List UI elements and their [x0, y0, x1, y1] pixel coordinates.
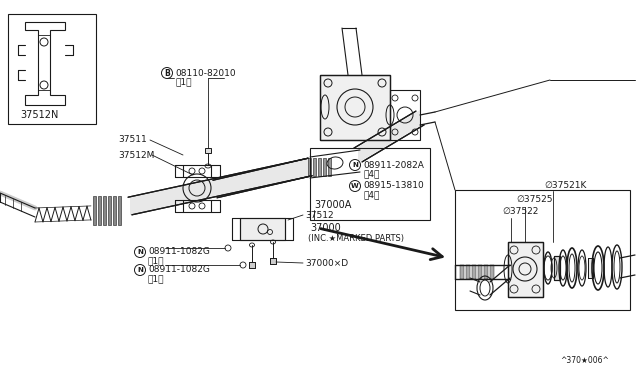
Bar: [108, 196, 111, 225]
Text: （1）: （1）: [148, 275, 164, 283]
Bar: [460, 265, 464, 279]
Bar: [183, 200, 211, 212]
Text: ∅37522: ∅37522: [502, 208, 538, 217]
Bar: [554, 256, 560, 280]
Bar: [313, 158, 316, 176]
Bar: [8, 14, 96, 124]
Text: （4）: （4）: [363, 170, 380, 179]
Text: 37000A: 37000A: [314, 200, 351, 210]
Text: N: N: [137, 267, 143, 273]
Polygon shape: [130, 158, 310, 215]
Text: 08915-13810: 08915-13810: [363, 182, 424, 190]
Bar: [328, 158, 331, 176]
Text: 08911-1082G: 08911-1082G: [148, 266, 210, 275]
Bar: [93, 196, 96, 225]
Bar: [390, 90, 420, 140]
Bar: [478, 265, 482, 279]
Bar: [98, 196, 101, 225]
Text: 08911-1082G: 08911-1082G: [148, 247, 210, 257]
Text: 37000×D: 37000×D: [305, 259, 348, 267]
Bar: [466, 265, 470, 279]
Bar: [320, 75, 390, 140]
Text: 37511: 37511: [118, 135, 147, 144]
Text: ∅37525: ∅37525: [516, 196, 552, 205]
Bar: [508, 242, 543, 297]
Bar: [118, 196, 121, 225]
Bar: [484, 265, 488, 279]
Text: 08911-2082A: 08911-2082A: [363, 160, 424, 170]
Bar: [455, 190, 630, 310]
Bar: [310, 148, 430, 220]
Bar: [320, 75, 390, 140]
Text: B: B: [164, 68, 170, 77]
Bar: [318, 158, 321, 176]
Bar: [508, 242, 543, 297]
Bar: [308, 158, 311, 176]
Text: W: W: [351, 183, 359, 189]
Bar: [472, 265, 476, 279]
Text: 37512M: 37512M: [118, 151, 154, 160]
Text: （4）: （4）: [363, 190, 380, 199]
Bar: [249, 262, 255, 268]
Bar: [113, 196, 116, 225]
Text: （1）: （1）: [148, 257, 164, 266]
Text: N: N: [352, 162, 358, 168]
Bar: [205, 148, 211, 153]
Bar: [240, 218, 285, 240]
Text: 37512: 37512: [305, 211, 333, 219]
Bar: [554, 256, 560, 280]
Polygon shape: [215, 158, 310, 198]
Text: (INC.★MARKED PARTS): (INC.★MARKED PARTS): [308, 234, 404, 243]
Text: N: N: [137, 249, 143, 255]
Bar: [270, 258, 276, 264]
Text: 37000: 37000: [310, 223, 340, 233]
Bar: [270, 258, 276, 264]
Text: 37512N: 37512N: [20, 110, 58, 120]
Bar: [323, 158, 326, 176]
Bar: [103, 196, 106, 225]
Bar: [588, 258, 593, 278]
Text: ∅37521K: ∅37521K: [544, 180, 586, 189]
Bar: [183, 165, 211, 177]
Text: ^370★006^: ^370★006^: [560, 356, 609, 365]
Bar: [249, 262, 255, 268]
Polygon shape: [358, 110, 420, 163]
Text: （1）: （1）: [175, 77, 191, 87]
Bar: [240, 218, 285, 240]
Bar: [588, 258, 593, 278]
Bar: [490, 265, 494, 279]
Text: 08110-82010: 08110-82010: [175, 68, 236, 77]
